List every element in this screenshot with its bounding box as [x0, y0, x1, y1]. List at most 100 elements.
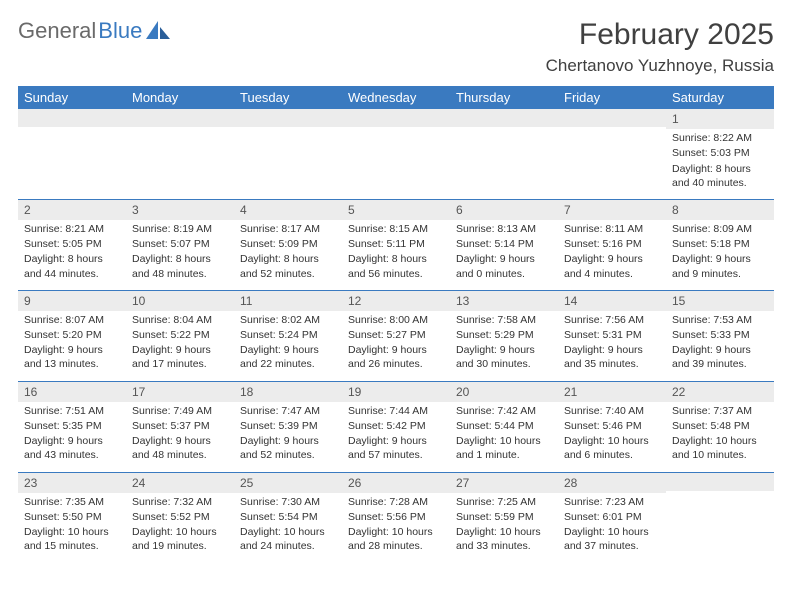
sunset-text: Sunset: 5:37 PM — [132, 419, 228, 433]
daylight-text: Daylight: 8 hours and 52 minutes. — [240, 252, 336, 280]
calendar-week-row: 23Sunrise: 7:35 AMSunset: 5:50 PMDayligh… — [18, 472, 774, 562]
sunrise-text: Sunrise: 8:19 AM — [132, 222, 228, 236]
sunrise-text: Sunrise: 7:35 AM — [24, 495, 120, 509]
day-details: Sunrise: 7:56 AMSunset: 5:31 PMDaylight:… — [558, 311, 666, 381]
day-number: 1 — [666, 109, 774, 129]
daylight-text: Daylight: 9 hours and 0 minutes. — [456, 252, 552, 280]
sunrise-text: Sunrise: 8:11 AM — [564, 222, 660, 236]
sunset-text: Sunset: 5:31 PM — [564, 328, 660, 342]
day-number — [126, 109, 234, 127]
sunset-text: Sunset: 5:03 PM — [672, 146, 768, 160]
day-details: Sunrise: 7:40 AMSunset: 5:46 PMDaylight:… — [558, 402, 666, 472]
sunset-text: Sunset: 5:14 PM — [456, 237, 552, 251]
sunrise-text: Sunrise: 7:28 AM — [348, 495, 444, 509]
sunset-text: Sunset: 5:09 PM — [240, 237, 336, 251]
sunset-text: Sunset: 5:27 PM — [348, 328, 444, 342]
logo-text-1: General — [18, 18, 96, 44]
day-number: 14 — [558, 291, 666, 311]
calendar-cell: 13Sunrise: 7:58 AMSunset: 5:29 PMDayligh… — [450, 290, 558, 381]
day-header: Monday — [126, 86, 234, 109]
calendar-cell: 25Sunrise: 7:30 AMSunset: 5:54 PMDayligh… — [234, 472, 342, 562]
sunset-text: Sunset: 5:11 PM — [348, 237, 444, 251]
day-details — [234, 127, 342, 191]
day-number: 27 — [450, 473, 558, 493]
day-details: Sunrise: 7:51 AMSunset: 5:35 PMDaylight:… — [18, 402, 126, 472]
day-details: Sunrise: 8:07 AMSunset: 5:20 PMDaylight:… — [18, 311, 126, 381]
day-details: Sunrise: 7:53 AMSunset: 5:33 PMDaylight:… — [666, 311, 774, 381]
calendar-cell: 18Sunrise: 7:47 AMSunset: 5:39 PMDayligh… — [234, 381, 342, 472]
day-number: 22 — [666, 382, 774, 402]
day-details: Sunrise: 7:23 AMSunset: 6:01 PMDaylight:… — [558, 493, 666, 563]
day-details: Sunrise: 8:11 AMSunset: 5:16 PMDaylight:… — [558, 220, 666, 290]
calendar-cell: 11Sunrise: 8:02 AMSunset: 5:24 PMDayligh… — [234, 290, 342, 381]
sunrise-text: Sunrise: 7:44 AM — [348, 404, 444, 418]
daylight-text: Daylight: 9 hours and 26 minutes. — [348, 343, 444, 371]
day-header: Friday — [558, 86, 666, 109]
sunset-text: Sunset: 5:24 PM — [240, 328, 336, 342]
sunrise-text: Sunrise: 8:13 AM — [456, 222, 552, 236]
sunrise-text: Sunrise: 8:21 AM — [24, 222, 120, 236]
sunrise-text: Sunrise: 8:04 AM — [132, 313, 228, 327]
day-header: Saturday — [666, 86, 774, 109]
calendar-cell: 20Sunrise: 7:42 AMSunset: 5:44 PMDayligh… — [450, 381, 558, 472]
sunrise-text: Sunrise: 7:53 AM — [672, 313, 768, 327]
sunrise-text: Sunrise: 8:07 AM — [24, 313, 120, 327]
calendar-cell — [450, 109, 558, 199]
calendar-cell — [126, 109, 234, 199]
calendar-week-row: 9Sunrise: 8:07 AMSunset: 5:20 PMDaylight… — [18, 290, 774, 381]
day-header: Tuesday — [234, 86, 342, 109]
calendar-cell: 4Sunrise: 8:17 AMSunset: 5:09 PMDaylight… — [234, 199, 342, 290]
logo-sail-icon — [146, 21, 172, 41]
day-number: 6 — [450, 200, 558, 220]
day-details: Sunrise: 7:25 AMSunset: 5:59 PMDaylight:… — [450, 493, 558, 563]
calendar-cell: 9Sunrise: 8:07 AMSunset: 5:20 PMDaylight… — [18, 290, 126, 381]
sunrise-text: Sunrise: 7:32 AM — [132, 495, 228, 509]
day-details: Sunrise: 8:13 AMSunset: 5:14 PMDaylight:… — [450, 220, 558, 290]
day-number: 17 — [126, 382, 234, 402]
sunset-text: Sunset: 5:33 PM — [672, 328, 768, 342]
calendar-cell — [558, 109, 666, 199]
day-details: Sunrise: 7:42 AMSunset: 5:44 PMDaylight:… — [450, 402, 558, 472]
sunrise-text: Sunrise: 7:40 AM — [564, 404, 660, 418]
daylight-text: Daylight: 9 hours and 57 minutes. — [348, 434, 444, 462]
day-number: 19 — [342, 382, 450, 402]
sunrise-text: Sunrise: 7:37 AM — [672, 404, 768, 418]
day-number: 3 — [126, 200, 234, 220]
sunrise-text: Sunrise: 7:56 AM — [564, 313, 660, 327]
daylight-text: Daylight: 10 hours and 1 minute. — [456, 434, 552, 462]
day-details: Sunrise: 8:21 AMSunset: 5:05 PMDaylight:… — [18, 220, 126, 290]
day-number — [234, 109, 342, 127]
sunrise-text: Sunrise: 7:51 AM — [24, 404, 120, 418]
day-details: Sunrise: 7:32 AMSunset: 5:52 PMDaylight:… — [126, 493, 234, 563]
sunset-text: Sunset: 5:22 PM — [132, 328, 228, 342]
calendar-cell: 14Sunrise: 7:56 AMSunset: 5:31 PMDayligh… — [558, 290, 666, 381]
sunset-text: Sunset: 5:18 PM — [672, 237, 768, 251]
sunrise-text: Sunrise: 7:47 AM — [240, 404, 336, 418]
calendar-cell: 15Sunrise: 7:53 AMSunset: 5:33 PMDayligh… — [666, 290, 774, 381]
day-details — [666, 491, 774, 555]
day-details: Sunrise: 8:22 AMSunset: 5:03 PMDaylight:… — [666, 129, 774, 199]
calendar-cell: 2Sunrise: 8:21 AMSunset: 5:05 PMDaylight… — [18, 199, 126, 290]
sunset-text: Sunset: 5:20 PM — [24, 328, 120, 342]
calendar-cell: 28Sunrise: 7:23 AMSunset: 6:01 PMDayligh… — [558, 472, 666, 562]
daylight-text: Daylight: 9 hours and 17 minutes. — [132, 343, 228, 371]
day-details — [450, 127, 558, 191]
day-details: Sunrise: 8:00 AMSunset: 5:27 PMDaylight:… — [342, 311, 450, 381]
sunset-text: Sunset: 5:46 PM — [564, 419, 660, 433]
sunset-text: Sunset: 5:56 PM — [348, 510, 444, 524]
calendar-cell: 3Sunrise: 8:19 AMSunset: 5:07 PMDaylight… — [126, 199, 234, 290]
daylight-text: Daylight: 10 hours and 15 minutes. — [24, 525, 120, 553]
day-number: 10 — [126, 291, 234, 311]
sunset-text: Sunset: 5:35 PM — [24, 419, 120, 433]
day-details: Sunrise: 7:44 AMSunset: 5:42 PMDaylight:… — [342, 402, 450, 472]
calendar-body: 1Sunrise: 8:22 AMSunset: 5:03 PMDaylight… — [18, 109, 774, 562]
calendar-header-row: Sunday Monday Tuesday Wednesday Thursday… — [18, 86, 774, 109]
sunrise-text: Sunrise: 8:09 AM — [672, 222, 768, 236]
location-label: Chertanovo Yuzhnoye, Russia — [546, 56, 774, 76]
daylight-text: Daylight: 8 hours and 44 minutes. — [24, 252, 120, 280]
day-number — [18, 109, 126, 127]
day-details: Sunrise: 8:17 AMSunset: 5:09 PMDaylight:… — [234, 220, 342, 290]
day-number — [666, 473, 774, 491]
logo: GeneralBlue — [18, 18, 172, 44]
day-number: 5 — [342, 200, 450, 220]
